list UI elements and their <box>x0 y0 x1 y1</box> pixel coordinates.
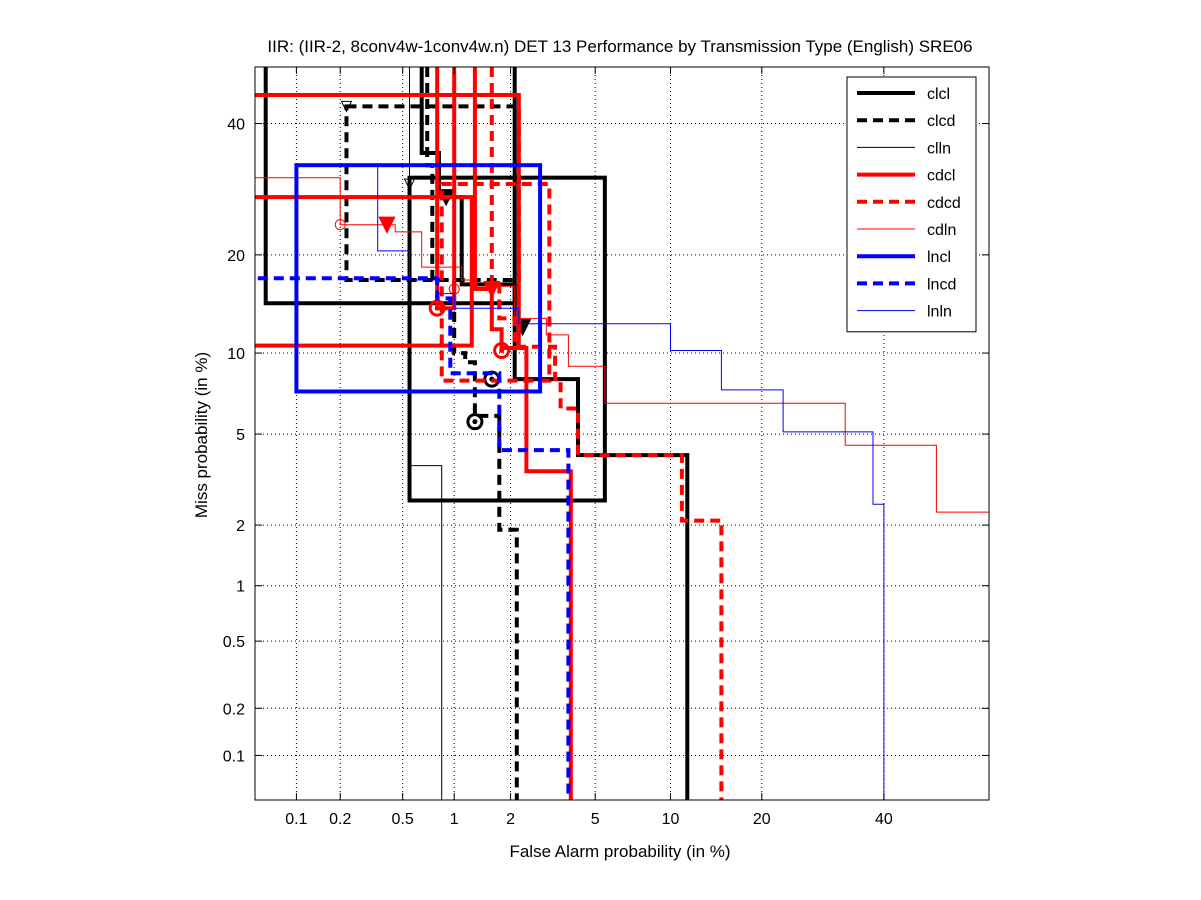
series-cdcl-marker-center <box>434 305 440 311</box>
y-tick-label: 0.5 <box>223 634 245 651</box>
series-cdcl-marker <box>428 299 446 317</box>
series-cdcd-line <box>489 67 724 800</box>
series-cdln-line <box>255 177 989 513</box>
series-cdcl-marker-center <box>499 348 505 354</box>
x-tick-label: 40 <box>875 811 893 828</box>
series-cdcd-box <box>439 182 552 383</box>
y-tick-label: 5 <box>236 427 245 444</box>
series-clcd-marker <box>340 100 353 113</box>
x-tick-label: 2 <box>506 811 515 828</box>
x-tick-label: 10 <box>662 811 680 828</box>
x-tick-label: 1 <box>450 811 459 828</box>
y-tick-label: 2 <box>236 518 245 535</box>
tick-layer: 0.1 0.2 0.5 1 2 5 10 20 40 0.1 0.2 0.5 1 2 5 10 20 40 <box>223 67 989 828</box>
legend-label-cdln: cdln <box>927 222 956 239</box>
series-layer <box>255 67 989 800</box>
y-tick-label: 0.2 <box>223 701 245 718</box>
x-tick-label: 5 <box>591 811 600 828</box>
legend-label-lncl: lncl <box>927 249 951 266</box>
legend-label-clcd: clcd <box>927 113 955 130</box>
series-clln-marker <box>403 178 416 191</box>
series-cdcl-line <box>472 67 527 350</box>
series-cdcl-line <box>435 67 457 311</box>
chart-title: IIR: (IIR-2, 8conv4w-1conv4w.n) DET 13 P… <box>267 37 972 56</box>
legend: clcl clcd clln cdcl cdcd cdln lncl lncd lnln <box>846 76 977 333</box>
legend-label-cdcl: cdcl <box>927 168 955 185</box>
series-cdcl-marker <box>493 342 511 360</box>
series-clcd-line <box>425 67 519 800</box>
series-cdcl-box <box>255 195 474 348</box>
x-axis-label: False Alarm probability (in %) <box>509 842 730 861</box>
y-tick-label: 20 <box>227 248 245 265</box>
series-cdln-marker <box>334 219 346 231</box>
series-clcd-marker <box>466 413 484 431</box>
legend-label-clcl: clcl <box>927 86 950 103</box>
x-tick-label: 0.5 <box>392 811 414 828</box>
x-tick-label: 0.1 <box>285 811 307 828</box>
plot-frame <box>254 66 990 801</box>
y-tick-label: 0.1 <box>223 748 245 765</box>
y-axis-label: Miss probability (in %) <box>192 352 211 518</box>
legend-label-lncd: lncd <box>927 276 956 293</box>
y-tick-label: 1 <box>236 579 245 596</box>
series-group <box>255 67 989 800</box>
legend-label-cdcd: cdcd <box>927 195 961 212</box>
series-clcd-marker-center <box>472 419 478 425</box>
y-tick-label: 10 <box>227 346 245 363</box>
legend-label-clln: clln <box>927 140 951 157</box>
series-lnln-line <box>377 165 885 800</box>
x-tick-label: 20 <box>753 811 771 828</box>
x-tick-label: 0.2 <box>329 811 351 828</box>
legend-label-lnln: lnln <box>927 304 952 321</box>
y-tick-label: 40 <box>227 117 245 134</box>
